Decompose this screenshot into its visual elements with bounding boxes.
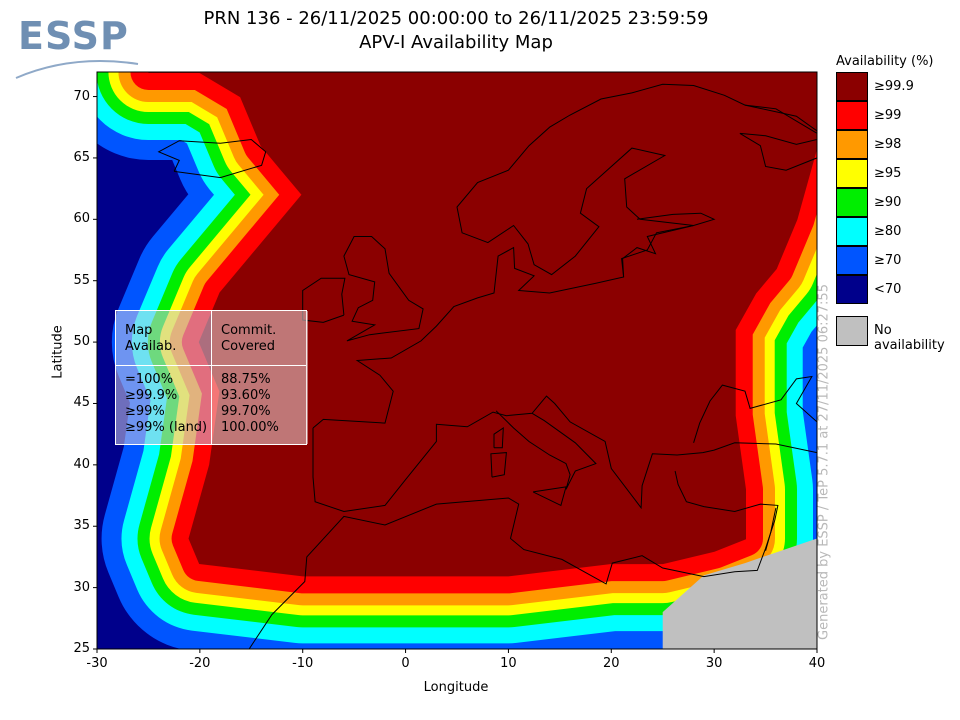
legend-swatch-no-availability (836, 316, 868, 346)
stats-covered: 88.75% 93.60% 99.70% 100.00% (221, 372, 279, 436)
legend-label-ge99: ≥99 (874, 108, 902, 123)
y-tick-label: 30 (73, 579, 90, 595)
legend-label-ge98: ≥98 (874, 137, 902, 152)
legend-label-ge80: ≥80 (874, 224, 902, 239)
y-tick-label: 35 (73, 518, 90, 534)
x-tick-label: 40 (808, 656, 826, 671)
y-tick-label: 50 (73, 334, 90, 350)
y-tick-label: 70 (73, 88, 90, 104)
legend-swatch-ge95 (836, 159, 868, 188)
stats-levels: =100% ≥99.9% ≥99% ≥99% (land) (125, 372, 207, 436)
band-ge99-9 (148, 72, 817, 577)
legend-label-no-availability: No availability (874, 323, 945, 353)
logo-text: ESSP (18, 14, 129, 58)
coastline-9 (493, 427, 504, 449)
stats-header-right-2: Covered (221, 339, 276, 354)
legend-swatch-ge98 (836, 130, 868, 159)
legend-title: Availability (%) (836, 54, 934, 69)
stats-level-4: ≥99% (land) (125, 420, 208, 435)
coastline-5 (248, 470, 779, 649)
chart-title-line1: PRN 136 - 26/11/2025 00:00:00 to 26/11/2… (203, 8, 709, 29)
coastline-1 (312, 83, 817, 429)
stats-header-left-1: Map (125, 323, 153, 338)
x-tick-label: 0 (401, 656, 410, 671)
stats-level-3: ≥99% (125, 404, 165, 419)
coastline-12 (739, 104, 817, 171)
coastline-3 (302, 277, 346, 323)
stats-level-2: ≥99.9% (125, 388, 178, 403)
coastline-6 (495, 410, 597, 490)
stats-header-left-2: Availab. (125, 339, 177, 354)
legend-label-ge70: ≥70 (874, 253, 902, 268)
coastline-7 (532, 486, 567, 507)
y-tick-label: 60 (73, 211, 90, 227)
map-layers (97, 72, 817, 649)
essp-logo: ESSP (12, 12, 142, 82)
coastline-10 (693, 375, 817, 443)
coastline-layer (157, 83, 817, 649)
x-axis-label: Longitude (423, 680, 489, 695)
coastline-4 (157, 138, 267, 179)
stats-header-right-1: Commit. (221, 323, 277, 338)
chart-title-line2: APV-I Availability Map (359, 32, 553, 53)
legend-label-lt70: <70 (874, 282, 902, 297)
stats-level-1: =100% (125, 372, 174, 387)
stats-left-column (116, 311, 211, 444)
x-tick-label: 10 (500, 656, 517, 671)
coastline-2 (343, 236, 424, 342)
no-availability-region (662, 538, 817, 649)
legend-label-ge99_9: ≥99.9 (874, 79, 914, 94)
stats-covered-1: 88.75% (221, 372, 271, 387)
y-axis-label: Latitude (50, 325, 66, 379)
generated-by-note: Generated by ESSP / TeP 5.7.1 at 27/11/2… (816, 284, 832, 640)
stats-covered-4: 100.00% (221, 420, 279, 435)
legend-label-ge90: ≥90 (874, 195, 902, 210)
x-tick-label: -20 (189, 656, 211, 671)
x-tick-label: -10 (292, 656, 314, 671)
coverage-stats-box: Map Availab. Commit. Covered =100% ≥99.9… (115, 310, 308, 445)
x-tick-label: -30 (86, 656, 108, 671)
x-tick-label: 30 (705, 656, 723, 671)
x-tick-label: 20 (603, 656, 620, 671)
stats-covered-2: 93.60% (221, 388, 271, 403)
coastline-0 (312, 395, 817, 513)
y-tick-label: 25 (73, 641, 90, 656)
stats-header-right: Commit. Covered (221, 323, 276, 355)
plot-frame (96, 71, 818, 650)
y-tick-label: 40 (73, 456, 90, 472)
legend-border (836, 72, 868, 304)
stats-header-left: Map Availab. (125, 323, 176, 355)
coastline-11 (622, 212, 716, 278)
y-tick-label: 45 (73, 395, 90, 411)
y-tick-label: 55 (73, 272, 90, 288)
logo-swoosh-icon (15, 60, 139, 79)
coastline-13 (765, 507, 777, 551)
legend-label-ge95: ≥95 (874, 166, 902, 181)
y-tick-label: 65 (73, 149, 90, 165)
legend-swatch-ge70 (836, 246, 868, 275)
stats-covered-3: 99.70% (221, 404, 271, 419)
stats-right-column (211, 311, 308, 444)
tick-marks (93, 96, 818, 653)
coastline-8 (490, 452, 507, 478)
stats-header-divider (116, 365, 306, 366)
